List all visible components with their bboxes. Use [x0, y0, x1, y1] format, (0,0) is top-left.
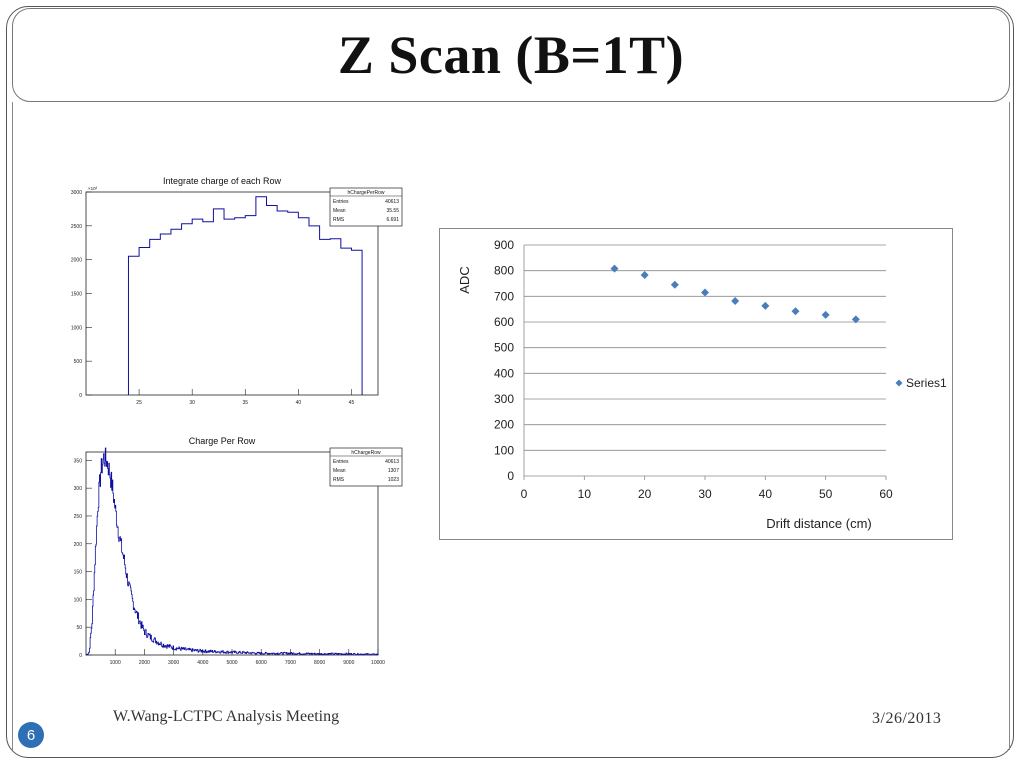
x-tick-label: 30: [698, 487, 712, 501]
y-tick-label: 1000: [71, 325, 82, 331]
x-tick-label: 60: [879, 487, 893, 501]
histogram-charge-per-row: Charge Per Row 0 50 100 150 200 250 300 350 1000 2…: [74, 436, 403, 666]
slide-body: [12, 102, 1010, 750]
histogram-charge-per-row-integrated: Integrate charge of each Row 0 500 1000 1500…: [71, 176, 403, 406]
x-tick-label: 45: [349, 400, 355, 406]
y-tick-label: 2000: [71, 258, 82, 264]
data-point: [640, 271, 649, 280]
y-tick-label: 250: [74, 514, 83, 520]
stats-key: Mean: [333, 208, 346, 214]
y-tick-label: 900: [494, 238, 514, 252]
distribution-line: [86, 447, 379, 656]
stats-name: hChargePerRow: [348, 190, 385, 196]
legend-marker: [895, 379, 903, 387]
data-point: [731, 296, 740, 305]
hist-title: Integrate charge of each Row: [163, 176, 282, 186]
x-tick-label: 8000: [314, 660, 325, 666]
y-tick-label: 2500: [71, 224, 82, 230]
x-tick-label: 6000: [256, 660, 267, 666]
y-tick-label: 800: [494, 264, 514, 278]
data-point: [761, 301, 770, 310]
stats-key: RMS: [333, 477, 345, 483]
y-tick-label: 300: [74, 486, 83, 492]
x-tick-label: 20: [638, 487, 652, 501]
stats-box: [329, 187, 403, 227]
y-axis-label: ADC: [457, 266, 472, 293]
y-tick-label: 500: [494, 341, 514, 355]
y-tick-label: 300: [494, 392, 514, 406]
x-tick-label: 10000: [371, 660, 385, 666]
y-tick-label: 400: [494, 366, 514, 380]
x-tick-label: 3000: [168, 660, 179, 666]
y-tick-label: 50: [76, 625, 82, 631]
stats-value: 40613: [385, 459, 399, 465]
title-box: Z Scan (B=1T): [12, 8, 1010, 102]
slide-frame: [6, 6, 1014, 758]
stats-value: 1307: [388, 468, 399, 474]
stats-value: 6.691: [386, 217, 399, 223]
legend-label: Series1: [906, 376, 947, 390]
slide-title: Z Scan (B=1T): [337, 25, 685, 85]
page-number-badge: 6: [18, 722, 44, 748]
x-tick-label: 0: [521, 487, 528, 501]
data-point: [610, 264, 619, 273]
stats-key: Entries: [333, 199, 349, 205]
stats-value: 40613: [385, 199, 399, 205]
chart-border: [439, 228, 953, 540]
y-tick-label: 500: [74, 359, 83, 365]
y-tick-label: 3000: [71, 190, 82, 196]
footer-left: W.Wang-LCTPC Analysis Meeting: [113, 708, 340, 725]
stats-box: [329, 447, 403, 487]
stats-name: hChargeRow: [351, 450, 381, 456]
x-tick-label: 50: [819, 487, 833, 501]
x-tick-label: 10: [578, 487, 592, 501]
data-point: [701, 288, 709, 297]
x-tick-label: 4000: [197, 660, 208, 666]
data-point: [791, 307, 800, 316]
x-tick-label: 2000: [139, 660, 150, 666]
y-tick-label: 0: [79, 393, 82, 399]
y-tick-label: 0: [507, 469, 514, 483]
stats-key: RMS: [333, 217, 345, 223]
data-point: [821, 310, 830, 319]
data-point: [851, 315, 860, 324]
stats-key: Mean: [333, 468, 346, 474]
y-tick-label: 700: [494, 289, 514, 303]
x-tick-label: 35: [242, 400, 248, 406]
hist-title: Charge Per Row: [189, 436, 256, 446]
y-tick-label: 0: [79, 653, 82, 659]
x-axis-label: Drift distance (cm): [766, 516, 871, 531]
x-tick-label: 1000: [110, 660, 121, 666]
y-tick-label: 200: [74, 542, 83, 548]
x-tick-label: 40: [296, 400, 302, 406]
y-tick-label: 350: [74, 458, 83, 464]
stats-key: Entries: [333, 459, 349, 465]
x-tick-label: 40: [759, 487, 773, 501]
x-tick-label: 30: [189, 400, 195, 406]
histogram-steps: [127, 196, 363, 395]
scatter-adc-vs-drift: 0 100 200 300 400 500 600 700 800 900 0 10 20 30 40 50 6…: [439, 228, 953, 540]
y-tick-label: 600: [494, 315, 514, 329]
x-tick-label: 25: [136, 400, 142, 406]
data-point: [670, 280, 679, 289]
y-tick-label: 150: [74, 570, 83, 576]
stats-value: 35.55: [386, 208, 399, 214]
stats-value: 1023: [388, 477, 399, 483]
y-tick-label: 1500: [71, 292, 82, 298]
x-tick-label: 9000: [343, 660, 354, 666]
y-tick-label: 100: [494, 443, 514, 457]
footer-date: 3/26/2013: [872, 710, 942, 727]
y-exponent-label: ×10³: [88, 186, 98, 191]
y-tick-label: 100: [74, 597, 83, 603]
x-tick-label: 7000: [285, 660, 296, 666]
y-tick-label: 200: [494, 418, 514, 432]
x-tick-label: 5000: [226, 660, 237, 666]
